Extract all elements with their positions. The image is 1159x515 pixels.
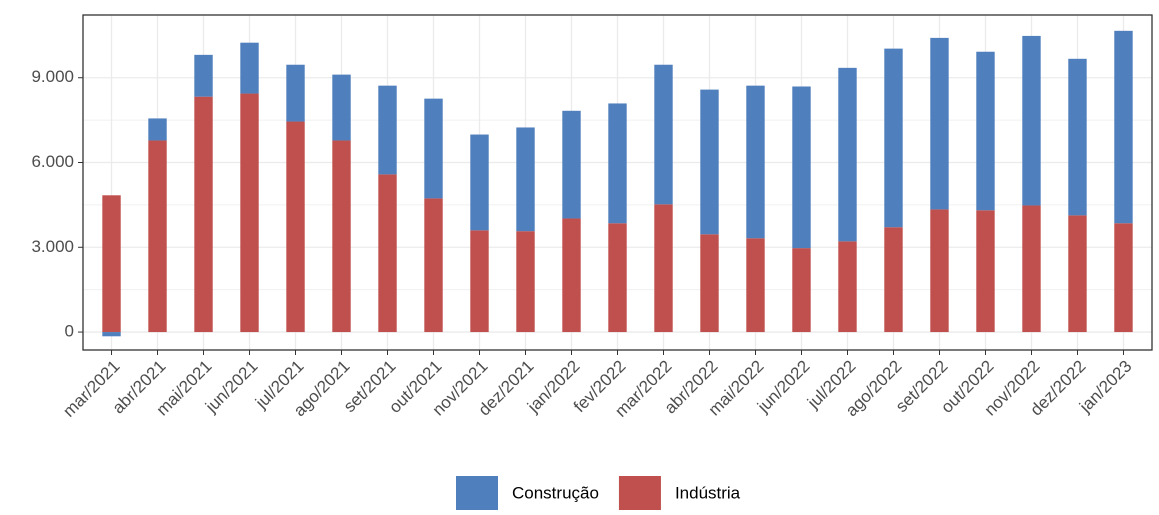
bar-segment — [608, 103, 627, 224]
bar-segment — [838, 241, 857, 333]
bar-segment — [148, 140, 167, 333]
bar-segment — [1068, 58, 1087, 216]
bar-segment — [194, 96, 213, 333]
x-tick-label: mar/2021 — [59, 357, 123, 421]
bar-segment — [746, 238, 765, 333]
bar-segment — [746, 85, 765, 239]
bar-segment — [792, 248, 811, 333]
legend-swatch — [456, 476, 498, 512]
bar-segment — [1068, 215, 1087, 333]
bar-segment — [562, 218, 581, 333]
bar-segment — [102, 195, 121, 333]
bar-segment — [102, 332, 121, 337]
bar-segment — [470, 134, 489, 231]
bar-segment — [976, 51, 995, 211]
bar-segment — [286, 121, 305, 333]
y-tick-label: 0 — [65, 322, 74, 341]
bar-segment — [930, 37, 949, 210]
bar-segment — [194, 54, 213, 97]
y-tick-label: 9.000 — [31, 67, 74, 86]
legend-label: Construção — [512, 483, 599, 502]
bar-segment — [378, 174, 397, 333]
y-tick-label: 3.000 — [31, 237, 74, 256]
bar-segment — [378, 85, 397, 175]
bar-segment — [286, 64, 305, 122]
bar-segment — [148, 118, 167, 141]
bar-segment — [240, 42, 259, 94]
bar-segment — [1022, 35, 1041, 206]
bar-segment — [792, 86, 811, 249]
bar-segment — [930, 209, 949, 333]
y-tick-label: 6.000 — [31, 152, 74, 171]
bar-segment — [1022, 205, 1041, 333]
bar-segment — [516, 127, 535, 232]
bar-segment — [700, 89, 719, 235]
bar-segment — [976, 210, 995, 333]
bar-segment — [562, 110, 581, 219]
legend: Construção Indústria — [456, 476, 741, 512]
bar-segment — [1114, 223, 1133, 333]
bar-segment — [884, 227, 903, 333]
bar-segment — [608, 223, 627, 333]
bar-segment — [884, 48, 903, 228]
bar-segment — [700, 234, 719, 333]
bar-segment — [332, 140, 351, 333]
bar-segment — [470, 230, 489, 333]
bar-segment — [240, 93, 259, 333]
plot-border — [82, 14, 1153, 351]
bar-segment — [424, 98, 443, 199]
bar-segment — [654, 64, 673, 205]
bar-segment — [516, 231, 535, 333]
bar-segment — [424, 198, 443, 333]
bar-segment — [654, 204, 673, 333]
bar-segment — [332, 74, 351, 141]
bar-segment — [1114, 30, 1133, 224]
bar-segment — [838, 67, 857, 242]
legend-label: Indústria — [675, 483, 741, 502]
legend-swatch — [618, 476, 661, 512]
